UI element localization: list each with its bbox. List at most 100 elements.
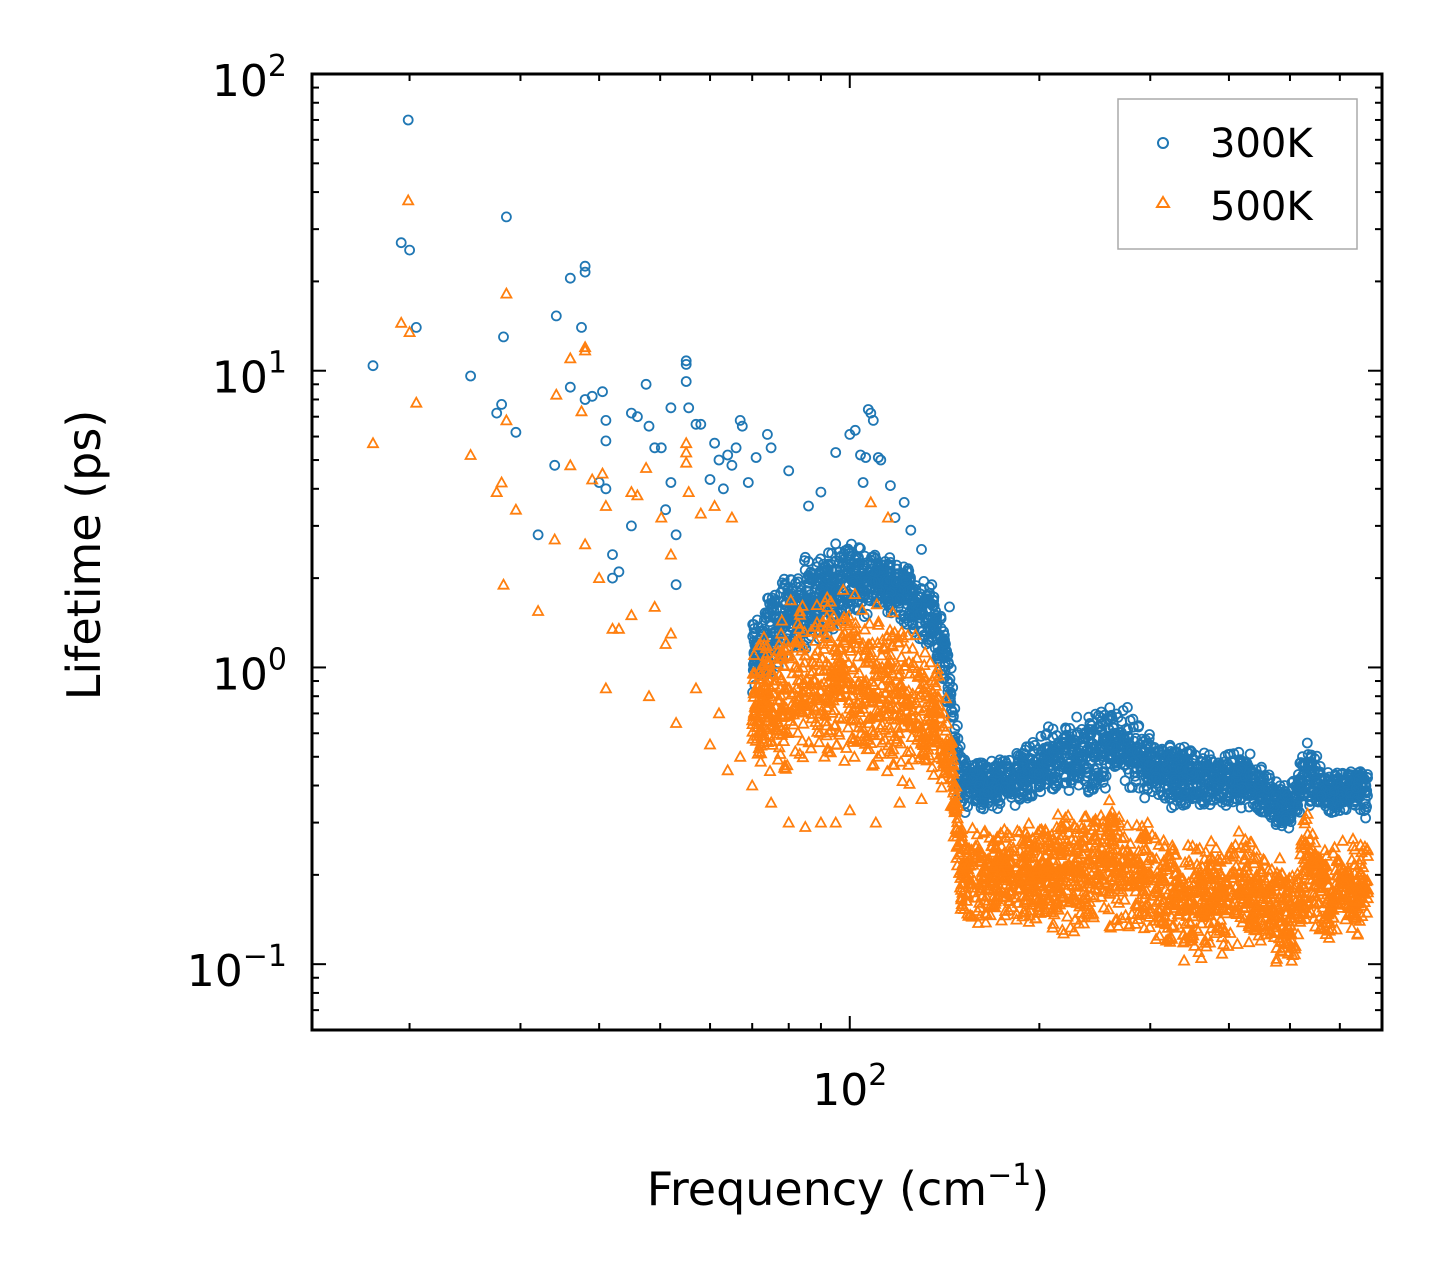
point-500k xyxy=(991,833,1005,845)
point-300k xyxy=(952,720,963,732)
point-500k xyxy=(1110,891,1124,904)
point-500k xyxy=(1136,831,1150,844)
point-500k xyxy=(1160,902,1174,915)
point-500k xyxy=(624,608,638,621)
point-300k xyxy=(734,414,746,426)
point-500k xyxy=(1244,909,1258,922)
point-300k xyxy=(579,260,591,272)
point-500k xyxy=(917,682,931,695)
point-300k xyxy=(911,598,923,610)
point-500k xyxy=(1077,916,1091,929)
point-300k xyxy=(670,579,682,591)
point-300k xyxy=(1293,769,1304,780)
point-500k xyxy=(909,695,924,708)
point-300k xyxy=(1204,794,1216,806)
point-500k xyxy=(793,607,807,620)
point-500k xyxy=(917,745,931,757)
point-500k xyxy=(869,815,883,828)
point-500k xyxy=(1361,843,1375,856)
point-300k xyxy=(742,477,754,488)
point-300k xyxy=(1189,787,1201,799)
point-300k xyxy=(395,237,407,249)
point-500k xyxy=(1094,808,1108,821)
point-500k xyxy=(761,685,775,698)
point-300k xyxy=(854,558,866,570)
point-500k xyxy=(883,744,897,757)
point-500k xyxy=(767,706,781,719)
point-500k xyxy=(807,699,821,712)
point-500k xyxy=(808,634,823,646)
point-500k xyxy=(1013,881,1028,893)
point-300k xyxy=(600,435,612,447)
point-500k xyxy=(834,640,848,653)
point-500k xyxy=(819,655,833,668)
point-500k xyxy=(1182,853,1196,866)
point-300k xyxy=(1350,782,1362,794)
point-300k xyxy=(1155,749,1166,761)
point-500k xyxy=(630,488,644,501)
point-500k xyxy=(817,636,831,649)
point-300k xyxy=(1353,767,1364,778)
point-500k xyxy=(1117,830,1131,842)
point-300k xyxy=(1035,786,1046,798)
point-300k xyxy=(1083,786,1094,798)
point-500k xyxy=(890,734,904,747)
point-500k xyxy=(886,746,900,759)
point-500k xyxy=(1199,885,1213,898)
point-500k xyxy=(1266,887,1280,900)
point-500k xyxy=(837,610,851,623)
point-500k xyxy=(926,739,940,751)
point-500k xyxy=(1247,856,1261,869)
point-300k xyxy=(1033,781,1045,793)
point-300k xyxy=(613,566,625,578)
point-300k xyxy=(1343,770,1355,782)
point-500k xyxy=(1031,825,1045,838)
point-500k xyxy=(784,698,798,711)
point-500k xyxy=(1070,822,1084,834)
point-300k xyxy=(1316,790,1327,802)
point-300k xyxy=(1051,730,1063,741)
point-500k xyxy=(1026,843,1040,856)
point-500k xyxy=(1077,822,1091,834)
point-500k xyxy=(1247,850,1261,863)
point-300k xyxy=(1116,727,1127,738)
point-300k xyxy=(632,411,643,423)
point-500k xyxy=(877,701,891,714)
point-300k xyxy=(498,331,509,343)
point-300k xyxy=(970,794,982,805)
point-300k xyxy=(713,454,725,466)
point-500k xyxy=(1215,946,1229,959)
point-500k xyxy=(974,883,988,896)
point-500k xyxy=(948,805,962,818)
point-500k xyxy=(836,583,850,595)
point-300k xyxy=(1261,771,1272,783)
point-300k xyxy=(847,575,859,586)
point-300k xyxy=(1230,784,1241,796)
point-500k xyxy=(1034,822,1049,835)
point-300k xyxy=(1018,784,1029,796)
point-300k xyxy=(1253,805,1265,816)
point-300k xyxy=(748,619,760,630)
point-500k xyxy=(914,746,928,759)
point-500k xyxy=(864,736,878,748)
point-500k xyxy=(849,712,863,725)
point-500k xyxy=(994,913,1009,926)
point-300k xyxy=(510,426,522,438)
point-300k xyxy=(993,783,1005,795)
point-300k xyxy=(1279,814,1291,826)
point-500k xyxy=(1110,830,1124,843)
point-500k xyxy=(1093,867,1108,880)
point-500k xyxy=(648,600,662,612)
point-500k xyxy=(1110,843,1124,855)
point-300k xyxy=(1358,805,1370,817)
point-300k xyxy=(709,437,720,449)
point-500k xyxy=(403,325,417,337)
point-500k xyxy=(849,621,863,634)
point-500k xyxy=(912,701,926,714)
point-300k xyxy=(830,447,842,458)
point-500k xyxy=(824,723,838,735)
point-300k xyxy=(1337,767,1348,779)
point-300k xyxy=(1246,782,1258,794)
point-300k xyxy=(1071,772,1083,784)
point-500k xyxy=(940,716,954,729)
